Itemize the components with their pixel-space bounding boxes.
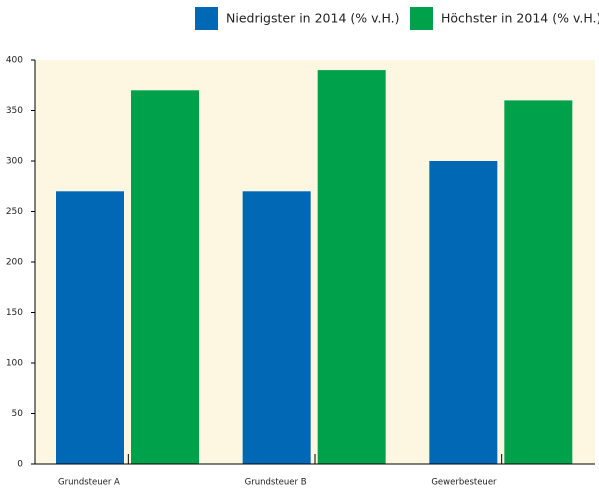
y-tick-label: 250 bbox=[6, 207, 23, 217]
y-tick-label: 300 bbox=[6, 157, 23, 167]
bar bbox=[504, 100, 573, 465]
y-tick-label: 150 bbox=[6, 308, 23, 318]
legend-swatch bbox=[195, 7, 218, 30]
y-tick-label: 0 bbox=[17, 460, 23, 470]
y-tick-label: 200 bbox=[6, 258, 23, 268]
bar bbox=[317, 70, 386, 464]
x-tick-label: Grundsteuer A bbox=[58, 478, 120, 488]
bar bbox=[429, 161, 498, 464]
plot-background bbox=[35, 60, 595, 464]
legend-label: Höchster in 2014 (% v.H.) bbox=[441, 11, 599, 26]
y-tick-label: 100 bbox=[6, 359, 23, 369]
y-tick-label: 50 bbox=[12, 409, 24, 419]
legend-label: Niedrigster in 2014 (% v.H.) bbox=[226, 11, 400, 26]
bar bbox=[56, 191, 124, 465]
legend-swatch bbox=[410, 7, 433, 30]
x-tick-label: Grundsteuer B bbox=[245, 478, 307, 488]
y-tick-label: 400 bbox=[6, 56, 23, 66]
bar bbox=[242, 191, 311, 465]
x-tick-label: Gewerbesteuer bbox=[431, 478, 497, 488]
y-tick-label: 350 bbox=[6, 106, 23, 116]
bar bbox=[131, 90, 199, 465]
